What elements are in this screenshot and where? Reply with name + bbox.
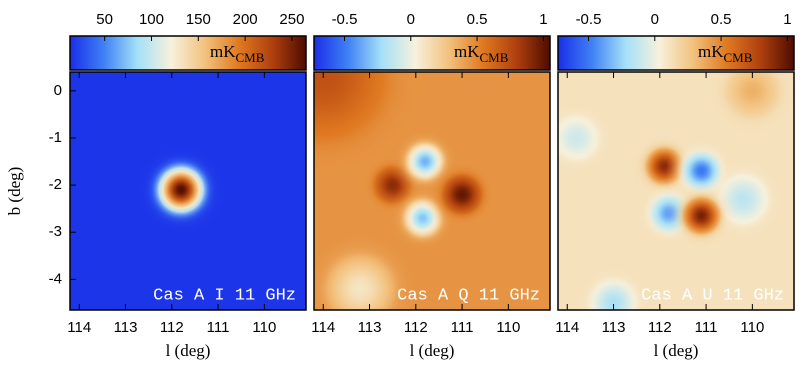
x-tick-label: 113	[114, 319, 138, 336]
blob	[314, 224, 426, 310]
unit: mK	[698, 42, 724, 61]
colorbar-unit: mKCMB	[210, 42, 265, 65]
x-tick-label: 113	[602, 319, 626, 336]
x-tick-label: 111	[207, 319, 230, 336]
x-axis-label: l (deg)	[654, 341, 699, 360]
unit: mK	[210, 42, 236, 61]
x-tick-label: 111	[451, 319, 474, 336]
map	[70, 72, 306, 310]
colorbar-tick-label: 200	[233, 11, 258, 28]
colorbar-tick-label: 0	[651, 11, 659, 28]
unit: mK	[454, 42, 480, 61]
panel-label: Cas A I 11 GHz	[153, 286, 296, 305]
colorbar-tick-label: 150	[186, 11, 211, 28]
x-axis-label: l (deg)	[410, 341, 455, 360]
colorbar-unit: mKCMB	[454, 42, 509, 65]
colorbar	[313, 35, 551, 71]
x-tick-label: 110	[496, 319, 520, 336]
y-tick-label: -2	[49, 176, 62, 193]
x-tick-label: 114	[67, 319, 91, 336]
x-tick-label: 111	[695, 319, 718, 336]
panel-label: Cas A Q 11 GHz	[397, 286, 540, 305]
y-tick-label: -1	[49, 129, 62, 146]
colorbar-tick-label: 250	[279, 11, 304, 28]
unit-sub: CMB	[480, 50, 509, 65]
colorbar-tick-label: 0	[407, 11, 415, 28]
x-tick-label: 112	[648, 319, 672, 336]
colorbar	[69, 35, 307, 71]
colorbar-tick-label: -0.5	[576, 11, 602, 28]
colorbar-tick-label: 1	[783, 11, 791, 28]
panel-label: Cas A U 11 GHz	[641, 286, 784, 305]
y-tick-label: -4	[49, 270, 62, 287]
colorbar	[557, 35, 795, 71]
blob	[314, 72, 444, 197]
blob	[701, 72, 794, 142]
x-tick-label: 114	[555, 319, 579, 336]
map	[314, 72, 550, 310]
colorbar-tick-label: 50	[96, 11, 113, 28]
blob	[571, 261, 656, 310]
colorbar-tick-label: 0.5	[711, 11, 732, 28]
colorbar-tick-label: 1	[539, 11, 547, 28]
x-tick-label: 114	[311, 319, 335, 336]
colorbar-tick-label: 100	[139, 11, 164, 28]
unit-sub: CMB	[724, 50, 753, 65]
x-tick-label: 112	[160, 319, 184, 336]
blob	[666, 181, 737, 251]
frame	[557, 71, 795, 311]
blob	[425, 157, 500, 232]
frame	[69, 71, 307, 311]
blob	[558, 96, 619, 180]
map	[558, 72, 794, 310]
x-tick-label: 110	[740, 319, 764, 336]
colorbar-tick-label: 0.5	[467, 11, 488, 28]
y-tick-label: -3	[49, 223, 62, 240]
blob	[137, 145, 226, 234]
x-tick-label: 110	[252, 319, 276, 336]
x-tick-label: 113	[358, 319, 382, 336]
x-tick-label: 112	[404, 319, 428, 336]
colorbar-unit: mKCMB	[698, 42, 753, 65]
y-axis-label: b (deg)	[5, 167, 24, 216]
y-tick-label: 0	[54, 82, 62, 99]
colorbar-tick-label: -0.5	[332, 11, 358, 28]
frame	[313, 71, 551, 311]
x-axis-label: l (deg)	[166, 341, 211, 360]
unit-sub: CMB	[236, 50, 265, 65]
